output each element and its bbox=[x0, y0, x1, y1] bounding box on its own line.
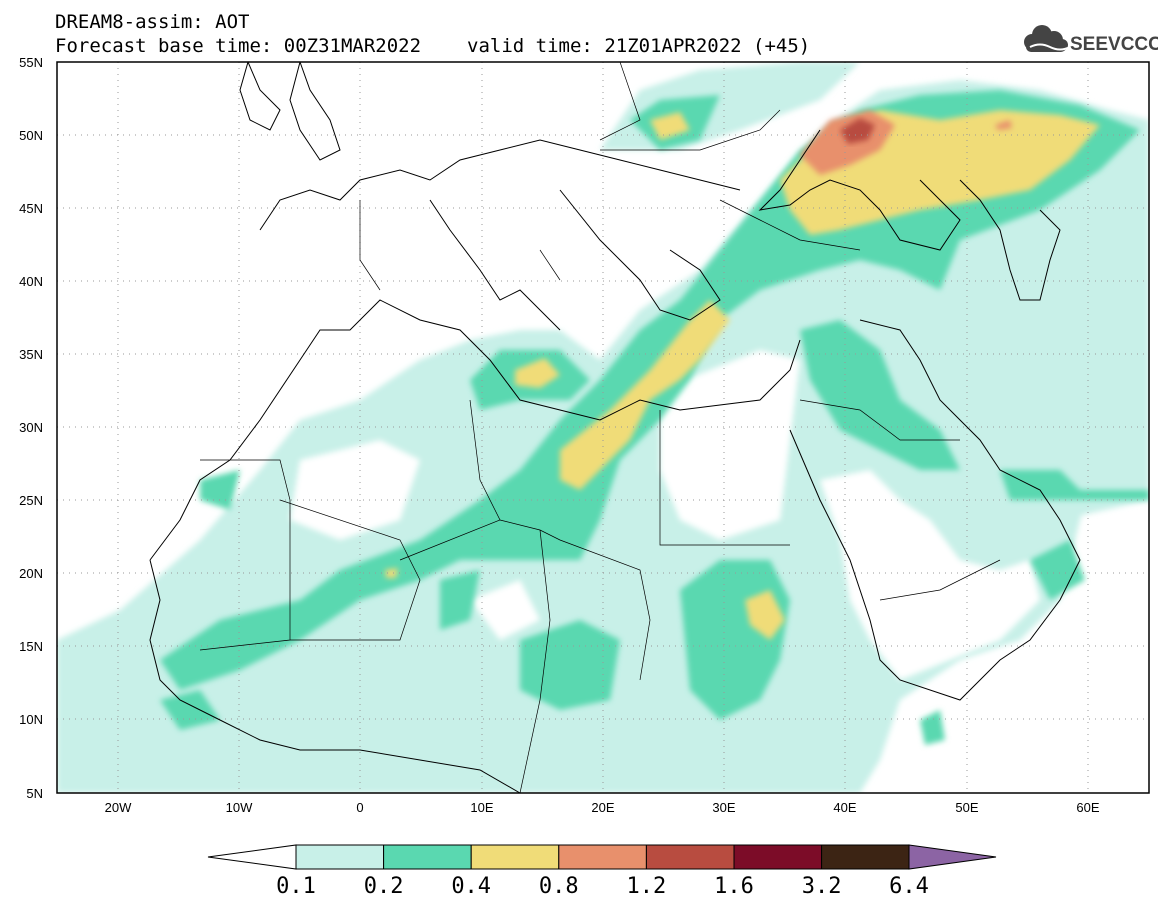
colorbar-swatch bbox=[558, 844, 647, 870]
colorbar-over-triangle bbox=[908, 844, 997, 870]
lat-label: 25N bbox=[19, 493, 43, 508]
colorbar-swatch bbox=[733, 844, 823, 870]
lat-label: 10N bbox=[19, 712, 43, 727]
lat-label: 30N bbox=[19, 420, 43, 435]
base-time: Forecast base time: 00Z31MAR2022 bbox=[55, 35, 422, 57]
colorbar bbox=[207, 844, 997, 870]
lat-labels: 55N 50N 45N 40N 35N 30N 25N 20N 15N 10N … bbox=[19, 55, 43, 801]
valid-time: valid time: 21Z01APR2022 (+45) bbox=[467, 35, 811, 57]
map-title: DREAM8-assim: AOT bbox=[55, 11, 250, 33]
lon-labels: 20W 10W 0 10E 20E 30E 40E 50E 60E bbox=[105, 800, 1100, 815]
lon-label: 20E bbox=[591, 800, 614, 815]
colorbar-swatch bbox=[383, 844, 472, 870]
lon-label: 20W bbox=[105, 800, 132, 815]
colorbar-label: 0.4 bbox=[451, 874, 491, 899]
graticule bbox=[57, 62, 1149, 793]
lon-label: 30E bbox=[712, 800, 735, 815]
borders bbox=[199, 62, 1001, 793]
coastlines bbox=[149, 62, 1081, 793]
colorbar-swatch bbox=[645, 844, 735, 870]
lon-label: 0 bbox=[356, 800, 363, 815]
map-border bbox=[56, 61, 1150, 794]
colorbar-label: 1.2 bbox=[627, 874, 667, 899]
colorbar-swatch bbox=[470, 844, 560, 870]
lat-label: 35N bbox=[19, 347, 43, 362]
lat-label: 55N bbox=[19, 55, 43, 70]
lat-label: 5N bbox=[26, 786, 43, 801]
lat-label: 40N bbox=[19, 274, 43, 289]
colorbar-label: 6.4 bbox=[889, 874, 929, 899]
colorbar-swatch bbox=[295, 844, 385, 870]
colorbar-label: 0.1 bbox=[276, 874, 316, 899]
time-info: Forecast base time: 00Z31MAR2022 valid ti… bbox=[55, 36, 810, 56]
lat-label: 45N bbox=[19, 201, 43, 216]
colorbar-labels: 0.1 0.2 0.4 0.8 1.2 1.6 3.2 6.4 bbox=[276, 874, 929, 899]
logo-text: SEEVCCC bbox=[1070, 34, 1158, 55]
lon-label: 50E bbox=[955, 800, 978, 815]
lon-label: 40E bbox=[833, 800, 856, 815]
aot-shading bbox=[57, 62, 1149, 793]
lat-label: 50N bbox=[19, 128, 43, 143]
lon-label: 60E bbox=[1076, 800, 1099, 815]
colorbar-under-triangle bbox=[207, 844, 297, 870]
lat-label: 20N bbox=[19, 566, 43, 581]
colorbar-label: 0.8 bbox=[539, 874, 579, 899]
lat-label: 15N bbox=[19, 639, 43, 654]
colorbar-swatch bbox=[821, 844, 910, 870]
lon-label: 10W bbox=[226, 800, 253, 815]
colorbar-label: 3.2 bbox=[802, 874, 842, 899]
seevccc-logo: SEEVCCC bbox=[1024, 25, 1158, 55]
lon-label: 10E bbox=[470, 800, 493, 815]
colorbar-label: 0.2 bbox=[364, 874, 404, 899]
colorbar-label: 1.6 bbox=[714, 874, 754, 899]
